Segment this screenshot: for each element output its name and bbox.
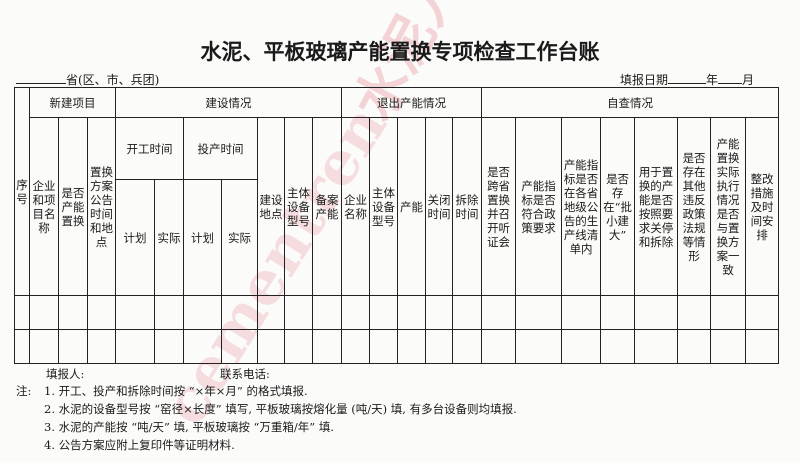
col-start-actual: 实际	[154, 179, 185, 296]
cell[interactable]	[312, 329, 343, 364]
cell[interactable]	[677, 295, 712, 330]
cell[interactable]	[634, 329, 679, 364]
cell[interactable]	[29, 295, 59, 330]
cell[interactable]	[14, 295, 30, 330]
cell[interactable]	[312, 295, 343, 330]
note-2: 2. 水泥的设备型号按 “窑径×长度” 填写, 平板玻璃按熔化量 (吨/天) 填…	[44, 402, 517, 416]
cell[interactable]	[341, 329, 371, 364]
col-violations: 是否存在其他违反政策法规等情形	[677, 117, 712, 296]
cell[interactable]	[710, 329, 747, 364]
col-shutdown: 用于置换的产能是否按照要求关停和拆除	[634, 117, 679, 296]
reporter-label: 填报人:	[46, 367, 85, 381]
note-3: 3. 水泥的产能按 “吨/天” 填, 平板玻璃按 “万重箱/年” 填.	[44, 420, 334, 434]
col-exit-equipment: 主体设备型号	[369, 117, 399, 296]
notes-label: 注:	[16, 384, 32, 398]
province-field: 省(区、市、兵团)	[16, 71, 159, 88]
cell[interactable]	[257, 329, 286, 364]
col-policy: 产能指标是否符合政策要求	[515, 117, 563, 296]
cell[interactable]	[452, 295, 483, 330]
col-consistent: 产能置换实际执行情况是否与置换方案一致	[710, 117, 747, 296]
col-is-replacement: 是否产能置换	[58, 117, 88, 296]
cell[interactable]	[154, 329, 185, 364]
col-filed-capacity: 备案产能	[312, 117, 343, 296]
ledger-table: 序号 新建项目 建设情况 退出产能情况 自查情况 企业和项目名称 是否产能置换 …	[14, 87, 780, 364]
col-exit-company: 企业名称	[341, 117, 371, 296]
col-cross-province: 是否跨省置换并召开听证会	[481, 117, 517, 296]
cell[interactable]	[154, 295, 185, 330]
cell[interactable]	[515, 295, 563, 330]
page-title: 水泥、平板玻璃产能置换专项检查工作台账	[200, 39, 600, 64]
col-listed: 产能指标是否在各省地级公告的生产线清单内	[561, 117, 602, 296]
col-close-time: 关闭时间	[425, 117, 454, 296]
cell[interactable]	[600, 295, 636, 330]
cell[interactable]	[561, 329, 602, 364]
cell[interactable]	[600, 329, 636, 364]
group-construction: 建设情况	[115, 87, 343, 118]
cell[interactable]	[481, 295, 517, 330]
province-label: 省(区、市、兵团)	[66, 73, 160, 87]
cell[interactable]	[58, 329, 88, 364]
cell[interactable]	[284, 295, 314, 330]
cell[interactable]	[86, 295, 117, 330]
month-blank[interactable]	[718, 72, 743, 84]
cell[interactable]	[515, 329, 563, 364]
col-production-time: 投产时间	[183, 117, 259, 180]
cell[interactable]	[745, 329, 780, 364]
year-label: 年	[706, 73, 719, 87]
cell[interactable]	[425, 295, 454, 330]
group-exit: 退出产能情况	[341, 87, 483, 118]
note-1: 1. 开工、投产和拆除时间按 “×年×月” 的格式填报.	[44, 384, 308, 398]
month-label: 月	[742, 73, 755, 87]
cell[interactable]	[677, 329, 712, 364]
col-site: 建设地点	[257, 117, 286, 296]
cell[interactable]	[425, 329, 454, 364]
cell[interactable]	[745, 295, 780, 330]
cell[interactable]	[115, 329, 156, 364]
group-new-project: 新建项目	[28, 87, 117, 118]
cell[interactable]	[221, 329, 259, 364]
col-exit-capacity: 产能	[397, 117, 427, 296]
col-company-project: 企业和项目名称	[29, 117, 59, 296]
col-start-plan: 计划	[115, 179, 156, 296]
col-equipment-model: 主体设备型号	[284, 117, 314, 296]
cell[interactable]	[481, 329, 517, 364]
phone-label: 联系电话:	[220, 367, 270, 381]
report-date: 填报日期 年 月	[620, 71, 754, 88]
cell[interactable]	[397, 329, 427, 364]
cell[interactable]	[14, 329, 30, 364]
col-announce: 置换方案公告时间和地点	[86, 117, 117, 296]
note-4: 4. 公告方案应附上复印件等证明材料.	[44, 438, 235, 452]
date-label: 填报日期	[620, 73, 669, 87]
table-row	[14, 329, 780, 364]
cell[interactable]	[115, 295, 156, 330]
year-blank[interactable]	[668, 72, 707, 84]
cell[interactable]	[710, 295, 747, 330]
cell[interactable]	[397, 295, 427, 330]
cell[interactable]	[58, 295, 88, 330]
col-seq: 序号	[14, 87, 30, 296]
col-small-big: 是否存在“批小建大”	[600, 117, 636, 296]
cell[interactable]	[86, 329, 117, 364]
cell[interactable]	[369, 295, 399, 330]
col-demolish-time: 拆除时间	[452, 117, 483, 296]
col-rectify: 整改措施及时间安排	[745, 117, 780, 296]
group-self-check: 自查情况	[481, 87, 780, 118]
cell[interactable]	[369, 329, 399, 364]
cell[interactable]	[341, 295, 371, 330]
col-production-actual: 实际	[221, 179, 259, 296]
col-start-time: 开工时间	[115, 117, 185, 180]
cell[interactable]	[221, 295, 259, 330]
cell[interactable]	[183, 295, 223, 330]
cell[interactable]	[29, 329, 59, 364]
cell[interactable]	[452, 329, 483, 364]
cell[interactable]	[257, 295, 286, 330]
cell[interactable]	[183, 329, 223, 364]
table-row	[14, 295, 780, 330]
cell[interactable]	[284, 329, 314, 364]
cell[interactable]	[634, 295, 679, 330]
province-blank[interactable]	[16, 72, 66, 84]
cell[interactable]	[561, 295, 602, 330]
col-production-plan: 计划	[183, 179, 223, 296]
